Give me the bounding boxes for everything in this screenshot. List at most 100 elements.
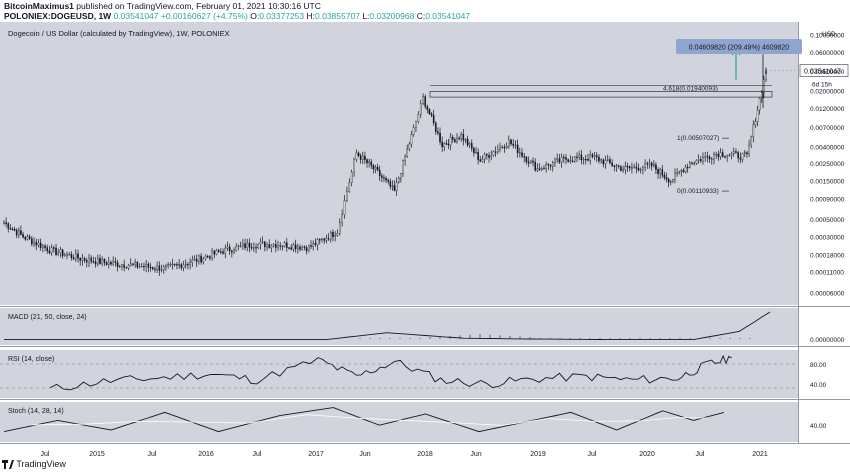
candle-body [545, 163, 547, 169]
candle-body [437, 131, 439, 134]
candle-body [560, 156, 563, 163]
candle-body [501, 146, 504, 149]
candle-body [682, 170, 685, 173]
low-label: L: [362, 11, 370, 21]
candle-body [582, 158, 585, 161]
x-tick-label: 2018 [417, 451, 433, 458]
candle-body [397, 177, 400, 183]
candle-body [576, 156, 578, 158]
candle-body [211, 250, 213, 259]
candle-body [57, 252, 60, 255]
candle-body [129, 263, 132, 266]
candle-body [422, 96, 424, 104]
candle-body [527, 161, 530, 164]
candle-body [580, 154, 583, 161]
candle-body [609, 159, 611, 164]
candle-body [294, 244, 297, 250]
candle-body [318, 239, 321, 241]
candle-body [246, 242, 249, 248]
candle-body [235, 246, 238, 251]
candle-body [730, 153, 733, 156]
candle-body [46, 247, 49, 252]
candle-body [665, 177, 668, 180]
x-tick-label: Jul [41, 451, 50, 458]
candle-body [443, 143, 446, 148]
candle-body [754, 121, 757, 126]
candle-body [85, 260, 88, 263]
candle-body [724, 156, 726, 158]
candle-body [173, 263, 176, 266]
candle-body [114, 261, 117, 263]
candle-body [308, 245, 310, 251]
candle-body [389, 181, 392, 187]
candle-body [237, 245, 240, 247]
x-tick-label: Jun [359, 451, 370, 458]
candle-body [261, 241, 264, 243]
candle-body [301, 246, 304, 250]
candle-body [584, 158, 587, 161]
candle-body [593, 155, 596, 158]
candle-body [543, 168, 545, 170]
candle-body [637, 168, 640, 171]
candle-body [147, 263, 150, 268]
candle-body [475, 152, 477, 154]
x-tick-label: 2019 [530, 451, 546, 458]
candle-body [136, 262, 139, 268]
candle-body [626, 166, 629, 168]
candle-body [158, 265, 161, 271]
candle-body [391, 185, 394, 187]
candle-body [53, 247, 55, 249]
stoch-signal-line [30, 414, 709, 426]
candle-body [138, 266, 141, 268]
candle-body [598, 156, 600, 162]
x-tick-label: 2020 [639, 451, 655, 458]
candle-body [458, 138, 460, 140]
candle-body [215, 250, 218, 255]
candle-body [490, 155, 493, 158]
candle-body [624, 166, 627, 170]
price-chart[interactable]: 0.10000000 0.06000000 0.03500000 0.02000000… [0, 22, 850, 459]
candle-body [193, 258, 196, 261]
candle-body [417, 114, 420, 122]
candle-body [439, 132, 441, 143]
author-name[interactable]: BitcoinMaximus1 [4, 1, 74, 11]
candle-body [615, 165, 618, 167]
symbol-label[interactable]: POLONIEX:DOGEUSD, 1W [4, 11, 112, 21]
pane-bg-main [0, 22, 798, 305]
candle-body [83, 258, 86, 261]
tradingview-logo-icon [2, 460, 14, 470]
candle-body [752, 124, 755, 138]
open-label: O: [250, 11, 260, 21]
candle-body [565, 157, 567, 160]
candle-body [44, 245, 46, 248]
candle-body [165, 265, 167, 267]
candle-body [699, 159, 702, 162]
candle-body [404, 156, 406, 161]
candle-body [77, 253, 79, 259]
candle-body [697, 159, 700, 161]
candle-body [200, 255, 202, 263]
candle-body [353, 159, 355, 173]
candle-body [739, 157, 742, 160]
candle-body [272, 244, 275, 247]
candle-body [628, 166, 631, 169]
candle-body [646, 163, 649, 165]
footer-brand[interactable]: TradingView [16, 459, 66, 469]
candle-body [355, 152, 358, 160]
candle-body [323, 238, 325, 241]
candle-body [26, 236, 29, 240]
candle-body [573, 156, 576, 162]
candle-body [231, 250, 233, 253]
candle-body [22, 234, 24, 238]
candle-body [530, 160, 532, 164]
candle-body [366, 159, 368, 164]
candle-body [195, 258, 198, 262]
price-tick-label: 0.00250000 [810, 161, 845, 168]
candle-body [456, 138, 458, 143]
candle-body [348, 182, 351, 193]
candle-body [101, 259, 103, 264]
candle-body [286, 242, 288, 248]
candle-body [735, 151, 737, 153]
candle-body [732, 151, 735, 154]
candle-body [68, 254, 71, 256]
